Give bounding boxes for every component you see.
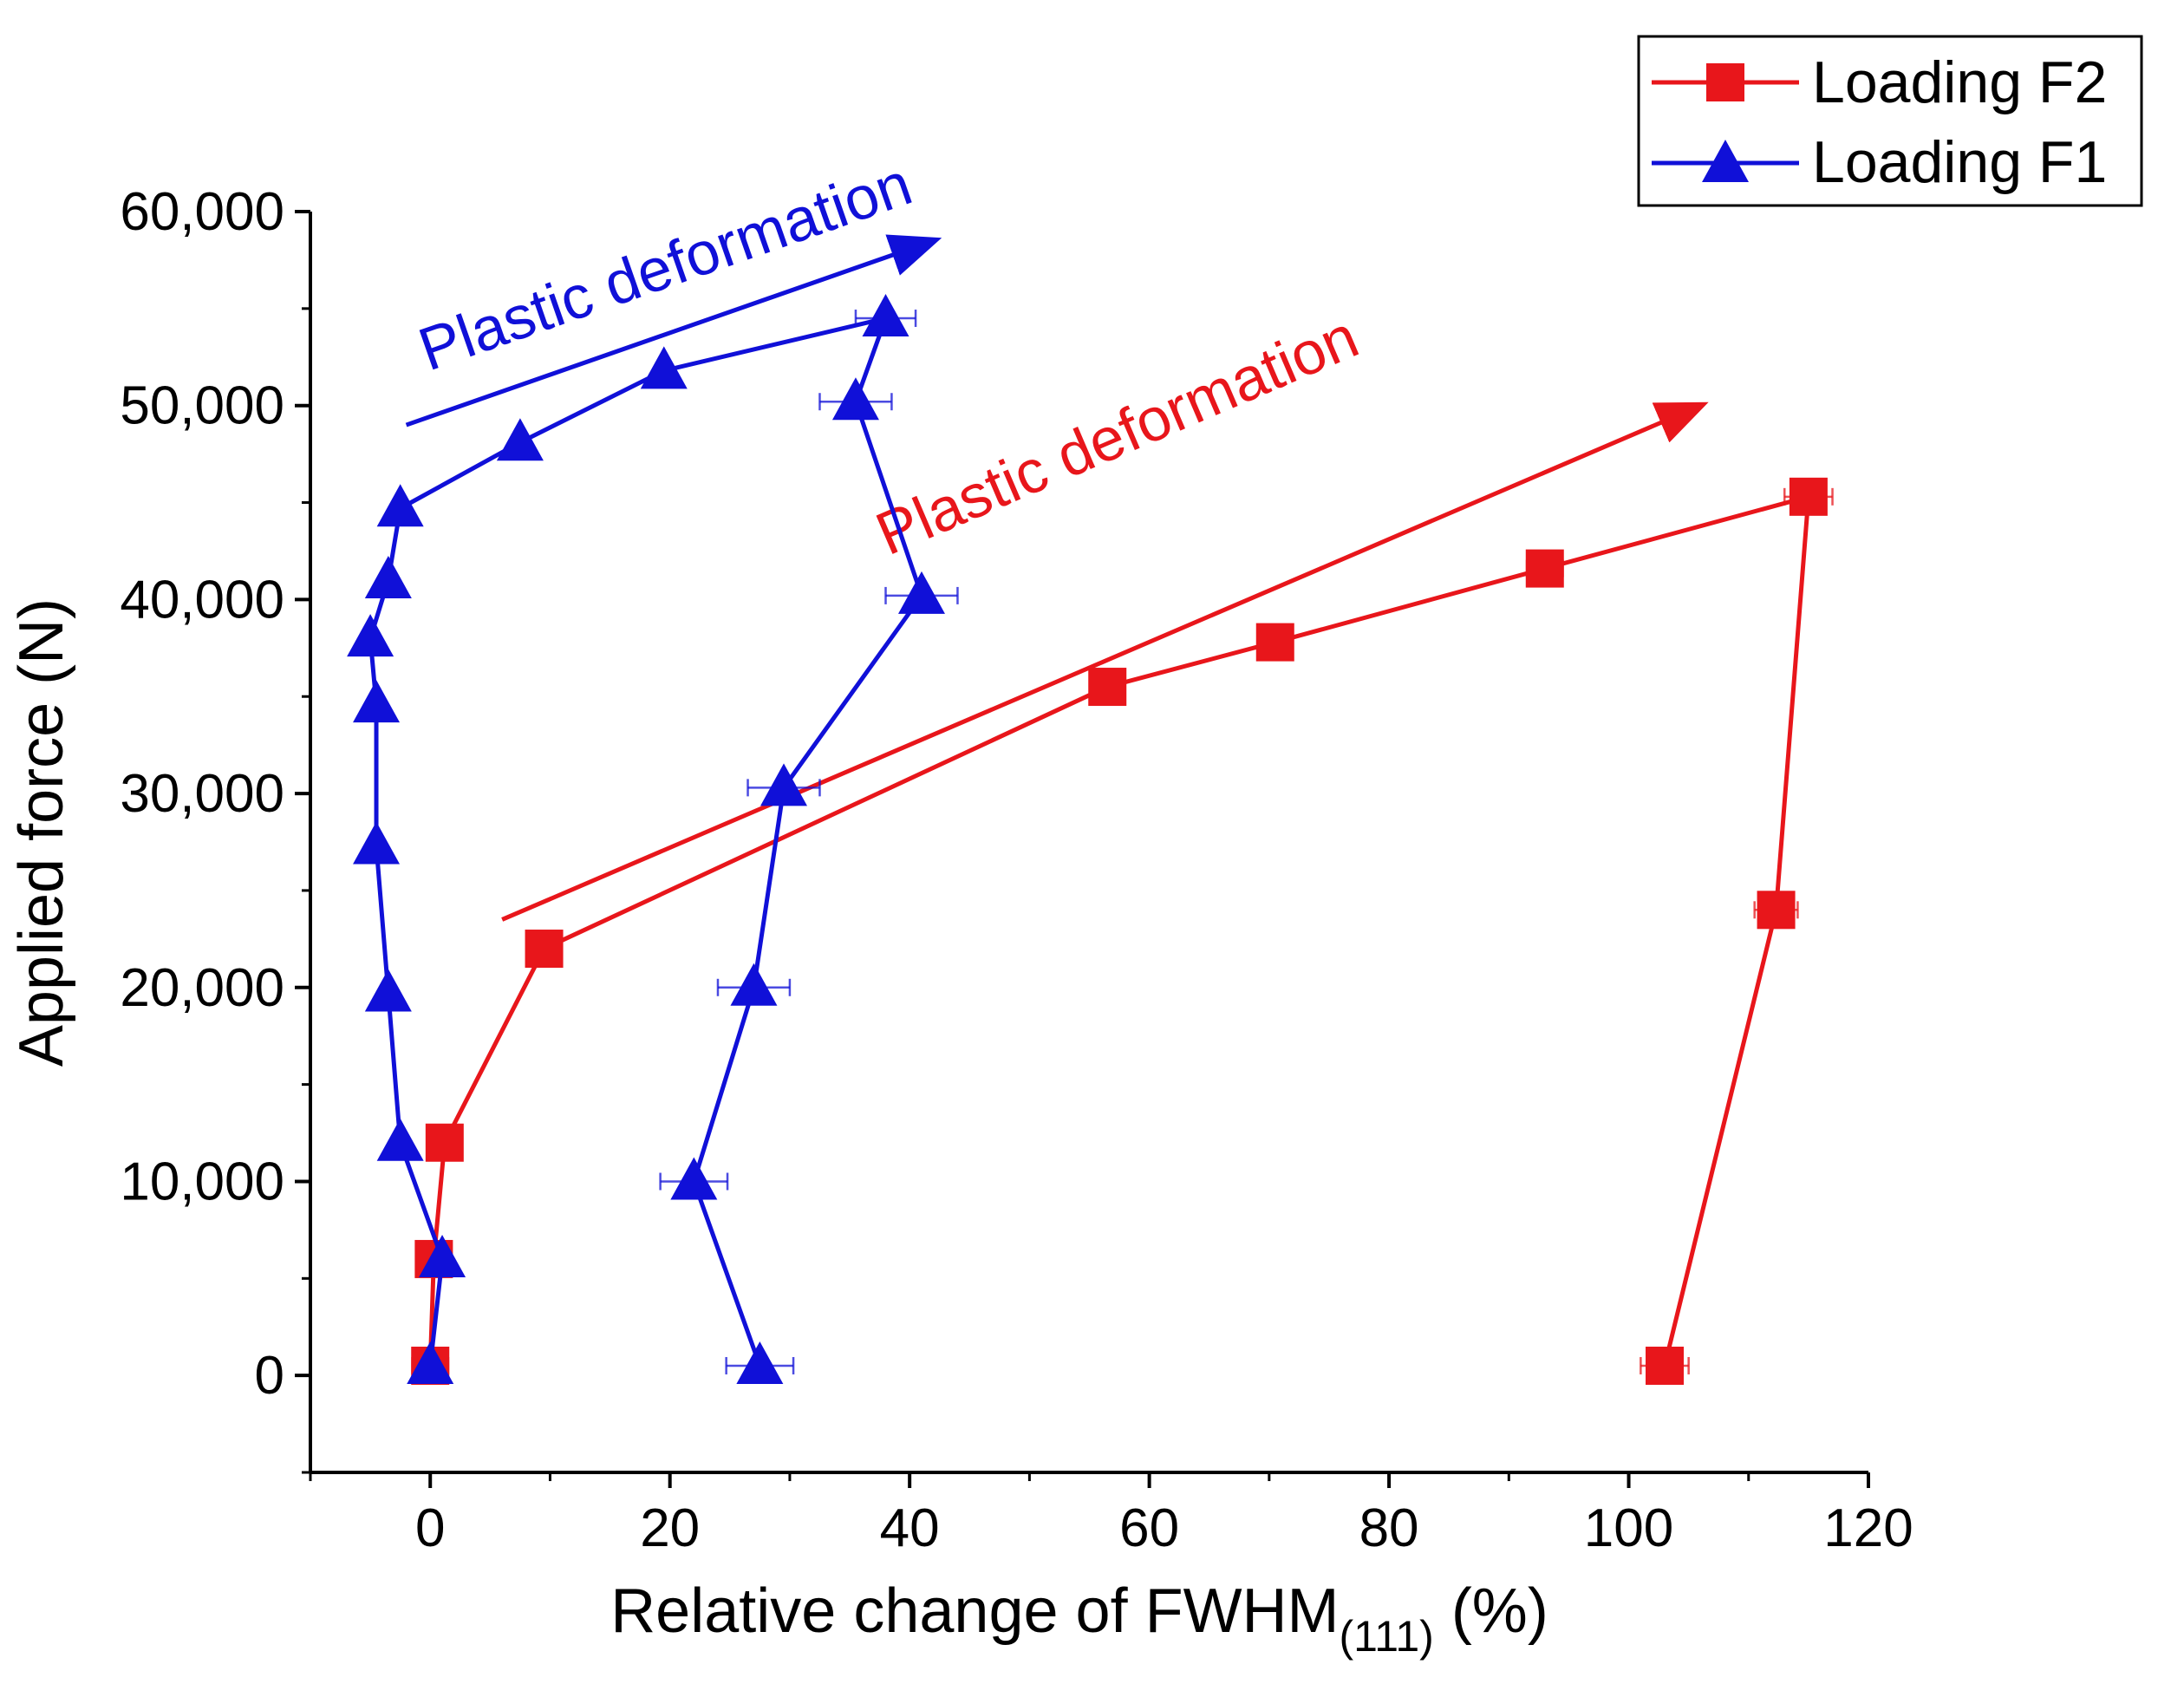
series-line [368, 316, 924, 1367]
y-tick-label: 20,000 [120, 958, 284, 1018]
annotation-arrow [405, 234, 942, 428]
x-axis-title-subscript: (111) [1340, 1612, 1434, 1661]
data-point [730, 963, 778, 1006]
y-tick-label: 50,000 [120, 376, 284, 436]
series-loading-f2 [411, 477, 1834, 1385]
data-point [525, 930, 564, 969]
x-tick-label: 40 [880, 1498, 940, 1558]
data-point [353, 680, 401, 723]
x-tick-label: 100 [1584, 1498, 1673, 1558]
legend-marker-f1 [1702, 140, 1749, 182]
data-point [1255, 623, 1294, 662]
data-point [347, 614, 394, 657]
data-point [364, 556, 412, 599]
data-point [407, 1341, 454, 1384]
y-tick-label: 10,000 [120, 1152, 284, 1211]
legend: Loading F2 Loading F1 [1637, 35, 2143, 207]
y-tick-label: 30,000 [120, 764, 284, 824]
data-point [831, 377, 879, 421]
data-point [1646, 1346, 1685, 1385]
data-point [1525, 549, 1564, 588]
y-ticks: 0 10,000 20,000 30,000 40,000 50,000 60,000 [120, 182, 310, 1474]
legend-marker-f2 [1706, 63, 1744, 101]
series-layer [347, 294, 1834, 1385]
x-tick-label: 60 [1119, 1498, 1179, 1558]
x-ticks: 0 20 40 60 80 100 120 [309, 1472, 1913, 1558]
y-tick-label: 60,000 [120, 182, 284, 242]
y-axis-title: Applied force (N) [7, 598, 76, 1067]
data-point [376, 1118, 424, 1161]
axes: 0 10,000 20,000 30,000 40,000 50,000 60,000 0 2… [120, 182, 1913, 1558]
x-tick-label: 80 [1359, 1498, 1419, 1558]
data-point [640, 346, 688, 389]
data-point [670, 1157, 718, 1200]
y-tick-label: 0 [255, 1346, 284, 1406]
data-point [353, 821, 401, 865]
data-point [425, 1123, 464, 1162]
data-point [897, 571, 945, 614]
data-point [736, 1341, 784, 1384]
x-tick-label: 0 [415, 1498, 445, 1558]
x-axis-title-suffix: (%) [1434, 1576, 1548, 1646]
data-point [1789, 477, 1828, 516]
data-point [1757, 891, 1796, 930]
series-line [427, 494, 1811, 1367]
legend-label-f2: Loading F2 [1812, 49, 2107, 115]
annotation-label: Plastic deformation [410, 149, 920, 383]
x-axis-title: Relative change of FWHM(111) (%) [610, 1576, 1548, 1661]
y-tick-label: 40,000 [120, 570, 284, 630]
data-point [419, 1234, 466, 1277]
legend-label-f1: Loading F1 [1812, 129, 2107, 195]
annotation-label: Plastic deformation [866, 303, 1367, 568]
data-point [496, 418, 544, 461]
data-point [862, 294, 909, 337]
data-point [376, 484, 424, 527]
data-point [1088, 668, 1127, 707]
x-tick-label: 20 [640, 1498, 700, 1558]
annotation-arrow [501, 401, 1709, 922]
data-point [760, 763, 808, 806]
series-loading-f1 [347, 294, 959, 1384]
x-tick-label: 120 [1823, 1498, 1913, 1558]
data-point [364, 969, 412, 1012]
x-axis-title-main: Relative change of FWHM [610, 1576, 1339, 1646]
